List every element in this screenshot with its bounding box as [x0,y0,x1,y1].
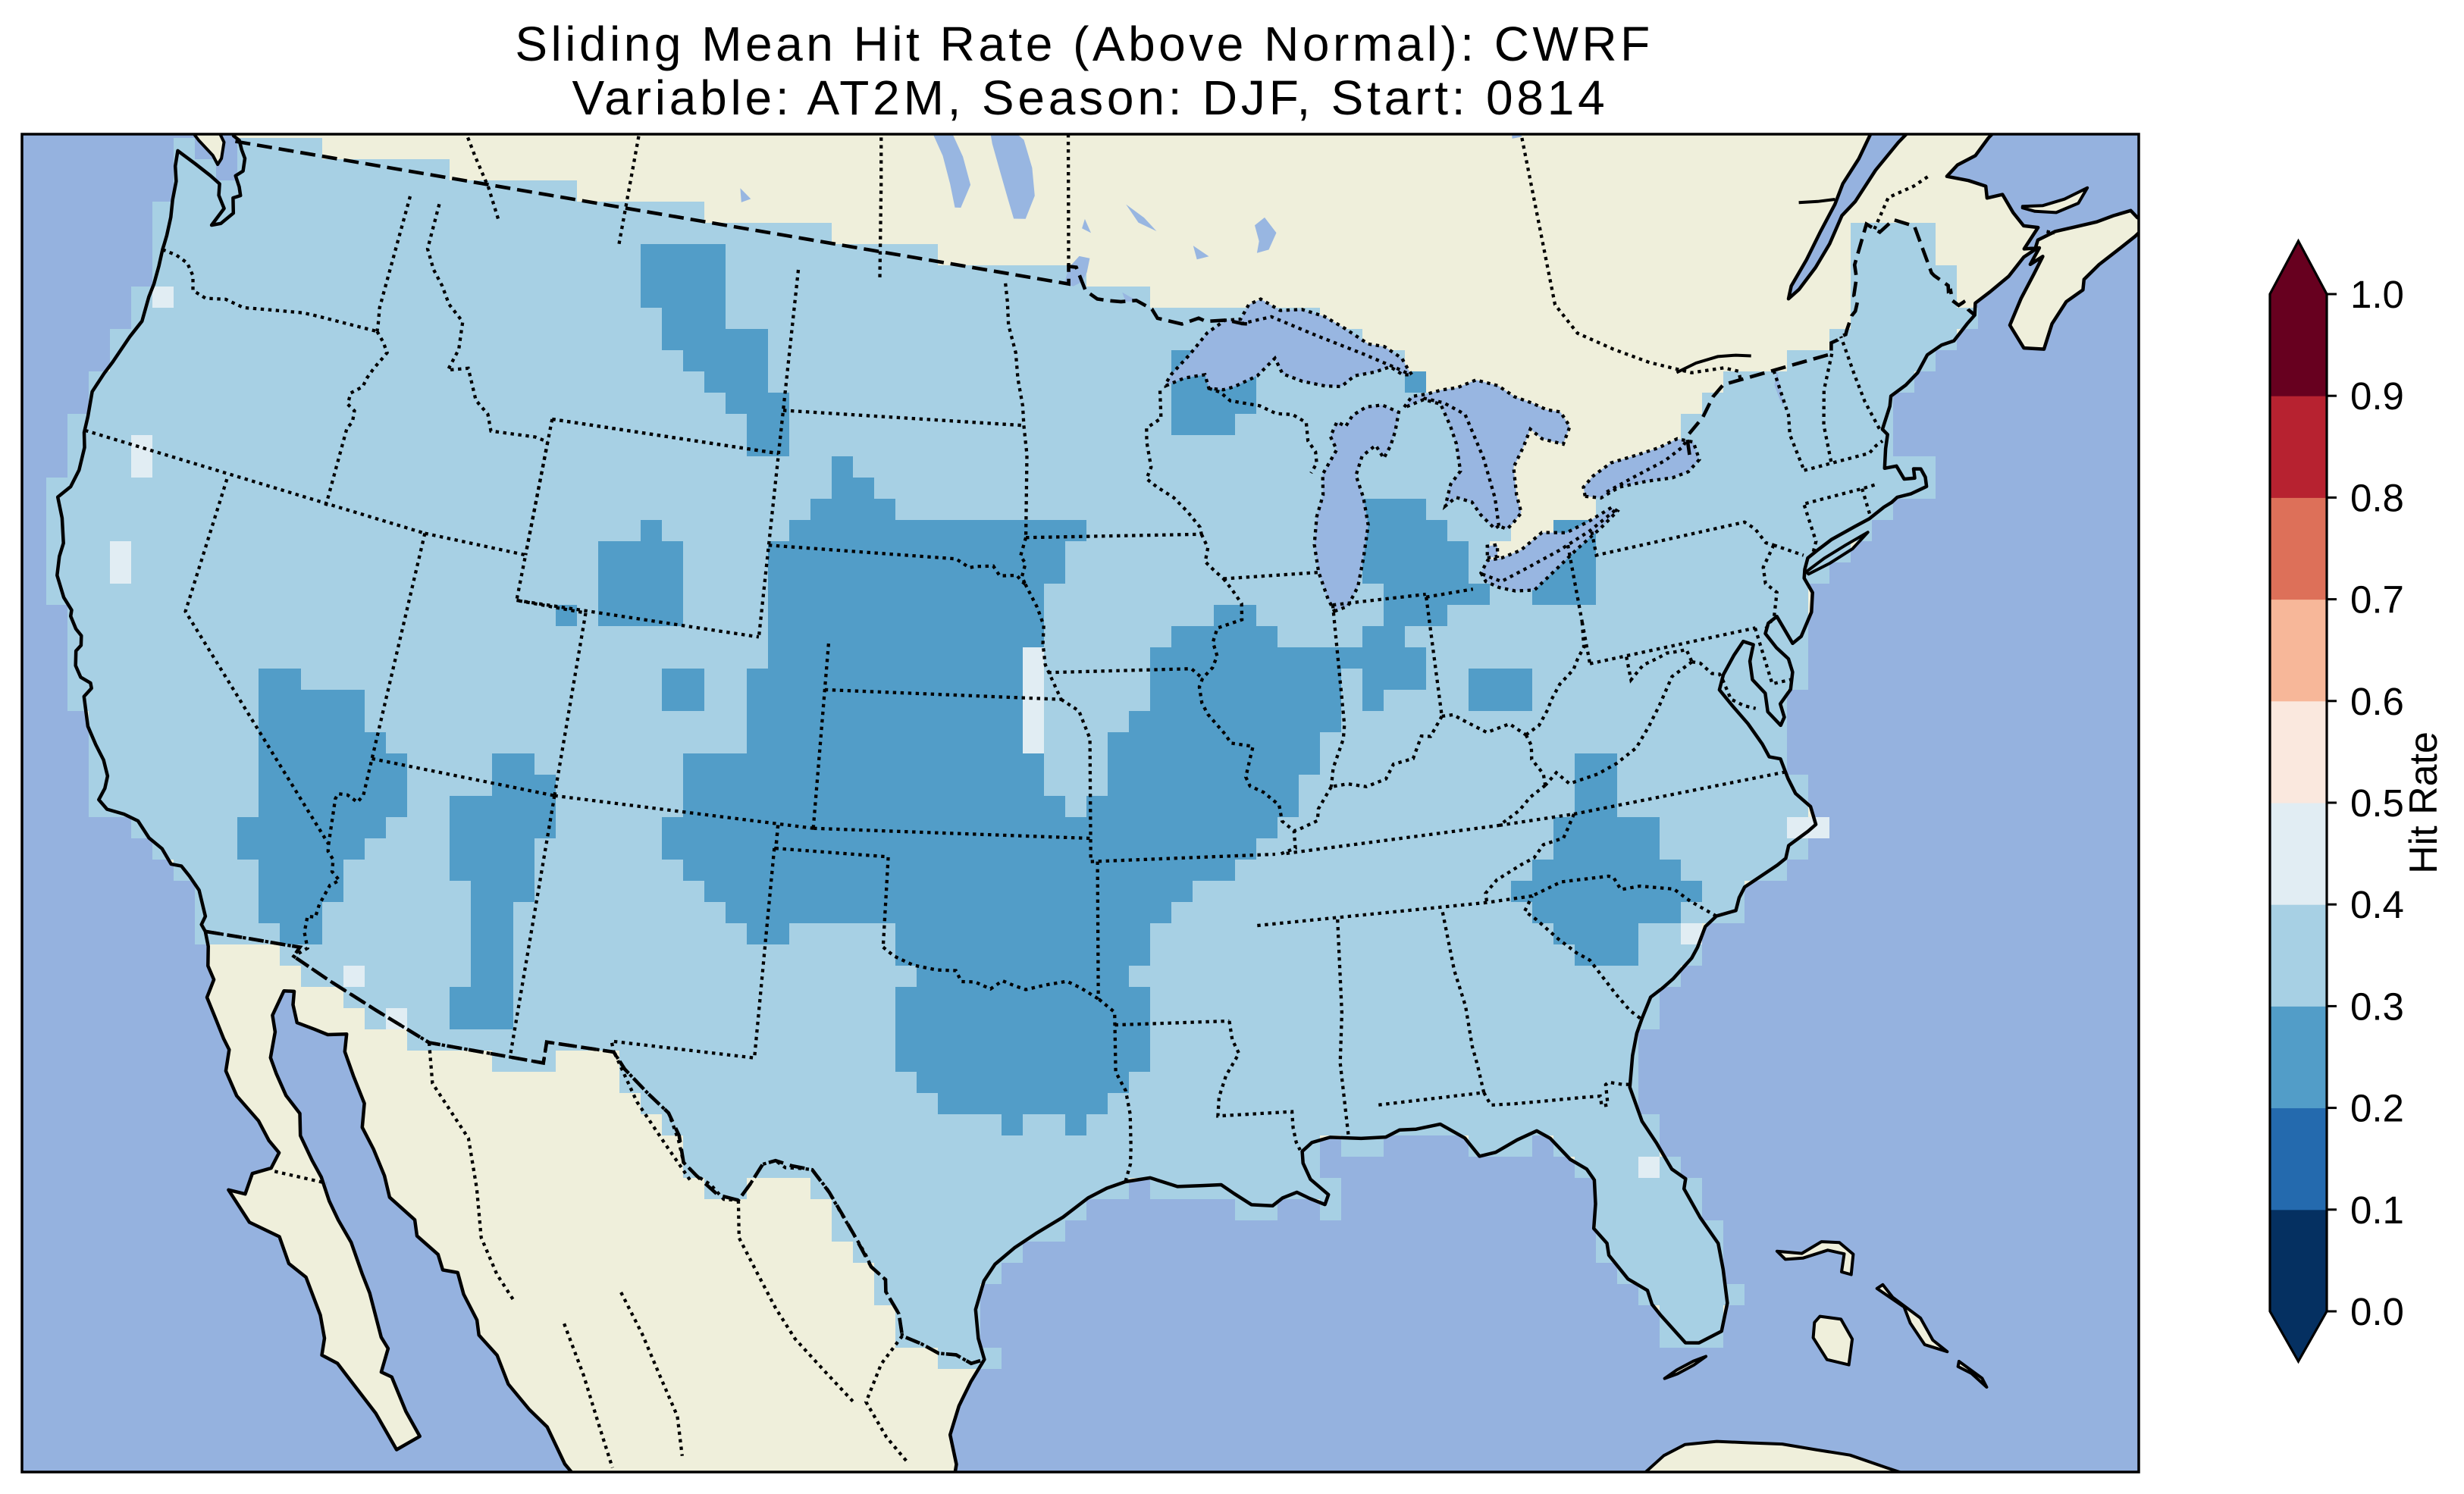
svg-text:0.9: 0.9 [2350,374,2404,418]
svg-text:0.7: 0.7 [2350,578,2404,622]
svg-text:Variable: AT2M, Season: DJF, S: Variable: AT2M, Season: DJF, Start: 0814 [572,70,1608,125]
svg-text:Sliding Mean Hit Rate (Above N: Sliding Mean Hit Rate (Above Normal): CW… [515,17,1653,71]
svg-text:1.0: 1.0 [2350,273,2404,316]
svg-text:0.4: 0.4 [2350,883,2404,926]
svg-text:0.1: 0.1 [2350,1189,2404,1232]
svg-text:0.0: 0.0 [2350,1290,2404,1333]
svg-text:0.5: 0.5 [2350,781,2404,825]
svg-text:0.8: 0.8 [2350,476,2404,519]
svg-text:0.2: 0.2 [2350,1087,2404,1130]
svg-text:Hit Rate: Hit Rate [2402,731,2446,874]
svg-text:0.3: 0.3 [2350,985,2404,1028]
svg-text:0.6: 0.6 [2350,680,2404,723]
